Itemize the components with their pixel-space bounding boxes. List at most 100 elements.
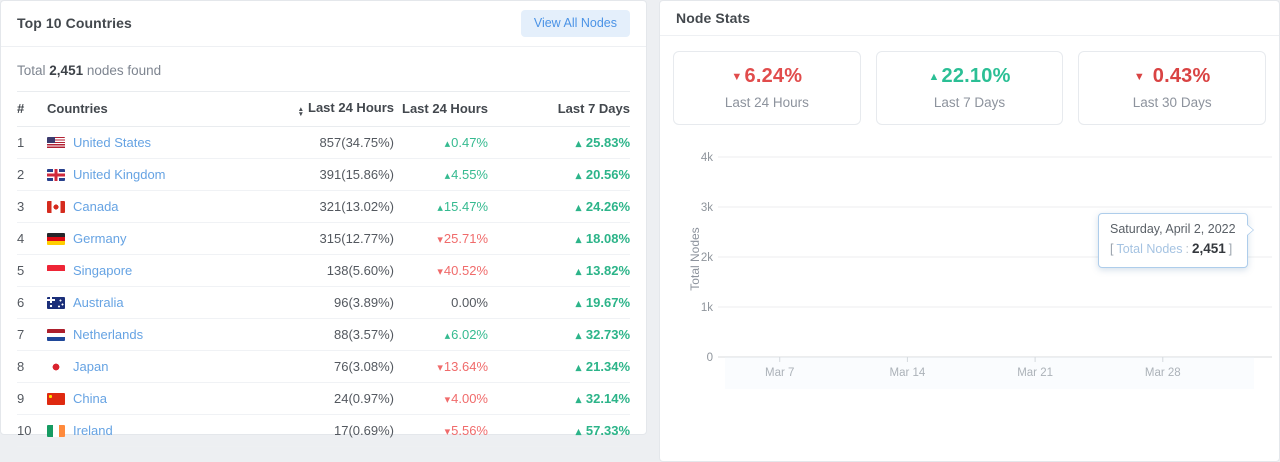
- change-24h-cell: ▾13.64%: [394, 350, 488, 384]
- table-row: 5 Singapore 138(5.60%) ▾40.52% ▴ 13.82%: [17, 254, 630, 288]
- up-arrow-icon: ▴: [575, 394, 582, 407]
- nodes-count-cell: 88(3.57%): [252, 318, 394, 352]
- nodes-count-cell: 391(15.86%): [252, 158, 394, 192]
- chart-tooltip: Saturday, April 2, 2022 [Total Nodes:2,4…: [1098, 213, 1254, 269]
- country-link[interactable]: Japan: [73, 359, 109, 375]
- column-header-countries: Countries: [47, 90, 252, 128]
- node-chart-area: Total Nodes 01k2k3k4kMar 7Mar 14Mar 21Ma…: [670, 137, 1275, 399]
- change-7d-cell: ▴ 18.08%: [488, 222, 630, 256]
- total-nodes-line: Total 2,451 nodes found: [17, 63, 630, 78]
- up-arrow-icon: ▴: [444, 138, 451, 151]
- country-link[interactable]: Canada: [73, 199, 119, 215]
- country-cell: Ireland: [47, 414, 252, 448]
- sg-flag-icon: [47, 265, 65, 278]
- change-value: ▴ 13.82%: [575, 263, 630, 279]
- up-arrow-icon: ▴: [575, 170, 582, 183]
- up-arrow-icon: ▴: [575, 362, 582, 375]
- sort-arrows-icon: ▲ ▼: [297, 105, 305, 119]
- stats-cards-row: ▼ 6.24% Last 24 Hours ▲ 22.10% Last 7 Days ▼ 0…: [660, 36, 1279, 131]
- country-link[interactable]: China: [73, 391, 107, 407]
- view-all-nodes-button[interactable]: View All Nodes: [520, 10, 630, 37]
- country-cell: Canada: [47, 190, 252, 224]
- svg-text:4k: 4k: [701, 152, 713, 164]
- nodes-count-cell: 96(3.89%): [252, 286, 394, 320]
- nodes-count-cell: 857(34.75%): [252, 126, 394, 160]
- stat-card: ▲ 22.10% Last 7 Days: [875, 51, 1064, 125]
- change-24h-cell: ▾5.56%: [394, 414, 488, 448]
- country-cell: Netherlands: [47, 318, 252, 352]
- rank-cell: 9: [17, 382, 47, 416]
- up-arrow-icon: ▴: [575, 298, 582, 311]
- down-arrow-icon: ▾: [444, 426, 451, 439]
- nodes-count-cell: 315(12.77%): [252, 222, 394, 256]
- change-7d-cell: ▴ 19.67%: [488, 286, 630, 320]
- country-link[interactable]: Australia: [73, 295, 124, 311]
- change-value: ▾4.00%: [444, 391, 488, 407]
- total-count: 2,451: [49, 62, 84, 78]
- down-arrow-icon: ▼: [1133, 71, 1145, 83]
- up-arrow-icon: ▲: [928, 71, 940, 83]
- country-link[interactable]: United Kingdom: [73, 167, 166, 183]
- country-link[interactable]: Singapore: [73, 263, 133, 279]
- total-suffix: nodes found: [86, 62, 162, 78]
- y-axis-label: Total Nodes: [688, 227, 702, 291]
- top-countries-panel: Top 10 Countries View All Nodes Total 2,…: [0, 0, 647, 448]
- change-7d-cell: ▴ 25.83%: [488, 126, 630, 160]
- country-link[interactable]: Ireland: [73, 423, 113, 439]
- change-value: ▴ 25.83%: [575, 135, 630, 151]
- up-arrow-icon: ▴: [575, 426, 582, 439]
- up-arrow-icon: ▴: [444, 170, 451, 183]
- country-link[interactable]: United States: [73, 135, 152, 151]
- change-value: ▾40.52%: [437, 263, 488, 279]
- country-link[interactable]: Germany: [73, 231, 127, 247]
- rank-cell: 7: [17, 318, 47, 352]
- rank-cell: 8: [17, 350, 47, 384]
- countries-table-body: 1 United States 857(34.75%) ▴0.47% ▴ 25.83% 2…: [17, 126, 630, 448]
- country-link[interactable]: Netherlands: [73, 327, 144, 343]
- top-countries-header: Top 10 Countries View All Nodes: [1, 1, 646, 47]
- stat-card: ▼ 6.24% Last 24 Hours: [673, 51, 861, 125]
- table-row: 10 Ireland 17(0.69%) ▾5.56% ▴ 57.33%: [17, 414, 630, 448]
- rank-cell: 2: [17, 158, 47, 192]
- country-cell: United Kingdom: [47, 158, 252, 192]
- nodes-count-cell: 76(3.08%): [252, 350, 394, 384]
- change-value: ▾25.71%: [437, 231, 488, 247]
- table-row: 4 Germany 315(12.77%) ▾25.71% ▴ 18.08%: [17, 222, 630, 256]
- table-row: 6 Australia 96(3.89%) 0.00% ▴ 19.67%: [17, 286, 630, 320]
- change-24h-cell: ▴4.55%: [394, 158, 488, 192]
- change-value: ▴ 57.33%: [575, 423, 630, 439]
- change-value: ▴15.47%: [437, 199, 488, 215]
- country-cell: Japan: [47, 350, 252, 384]
- stat-value: ▲ 22.10%: [928, 65, 1011, 87]
- country-cell: Australia: [47, 286, 252, 320]
- up-arrow-icon: ▴: [575, 202, 582, 215]
- change-7d-cell: ▴ 57.33%: [488, 414, 630, 448]
- table-row: 7 Netherlands 88(3.57%) ▴6.02% ▴ 32.73%: [17, 318, 630, 352]
- stat-period-label: Last 30 Days: [1132, 95, 1212, 110]
- table-row: 9 China 24(0.97%) ▾4.00% ▴ 32.14%: [17, 382, 630, 416]
- up-arrow-icon: ▴: [444, 330, 451, 343]
- au-flag-icon: [47, 297, 65, 310]
- column-header-last24-nodes-sortable[interactable]: ▲ ▼ Last 24 Hours: [252, 90, 394, 128]
- up-arrow-icon: ▴: [575, 234, 582, 247]
- table-row: 2 United Kingdom 391(15.86%) ▴4.55% ▴ 20.56%: [17, 158, 630, 192]
- stat-card: ▼ 0.43% Last 30 Days: [1078, 51, 1267, 125]
- total-prefix: Total: [17, 62, 46, 78]
- change-value: ▴ 32.73%: [575, 327, 630, 343]
- nodes-count-cell: 138(5.60%): [252, 254, 394, 288]
- svg-text:3k: 3k: [701, 202, 713, 214]
- change-7d-cell: ▴ 21.34%: [488, 350, 630, 384]
- change-value: ▴ 24.26%: [575, 199, 630, 215]
- change-value: ▴ 21.34%: [575, 359, 630, 375]
- de-flag-icon: [47, 233, 65, 246]
- change-value: ▴ 20.56%: [575, 167, 630, 183]
- down-arrow-icon: ▼: [731, 71, 743, 83]
- tooltip-date: Saturday, April 2, 2022: [1110, 222, 1236, 236]
- svg-text:2k: 2k: [701, 252, 713, 264]
- stat-value: ▼ 0.43%: [1133, 65, 1211, 87]
- change-7d-cell: ▴ 32.14%: [488, 382, 630, 416]
- change-value: ▴ 18.08%: [575, 231, 630, 247]
- column-header-last24-change: Last 24 Hours: [394, 90, 488, 128]
- total-nodes-area-chart[interactable]: 01k2k3k4kMar 7Mar 14Mar 21Mar 28: [670, 137, 1276, 389]
- change-24h-cell: 0.00%: [394, 286, 488, 320]
